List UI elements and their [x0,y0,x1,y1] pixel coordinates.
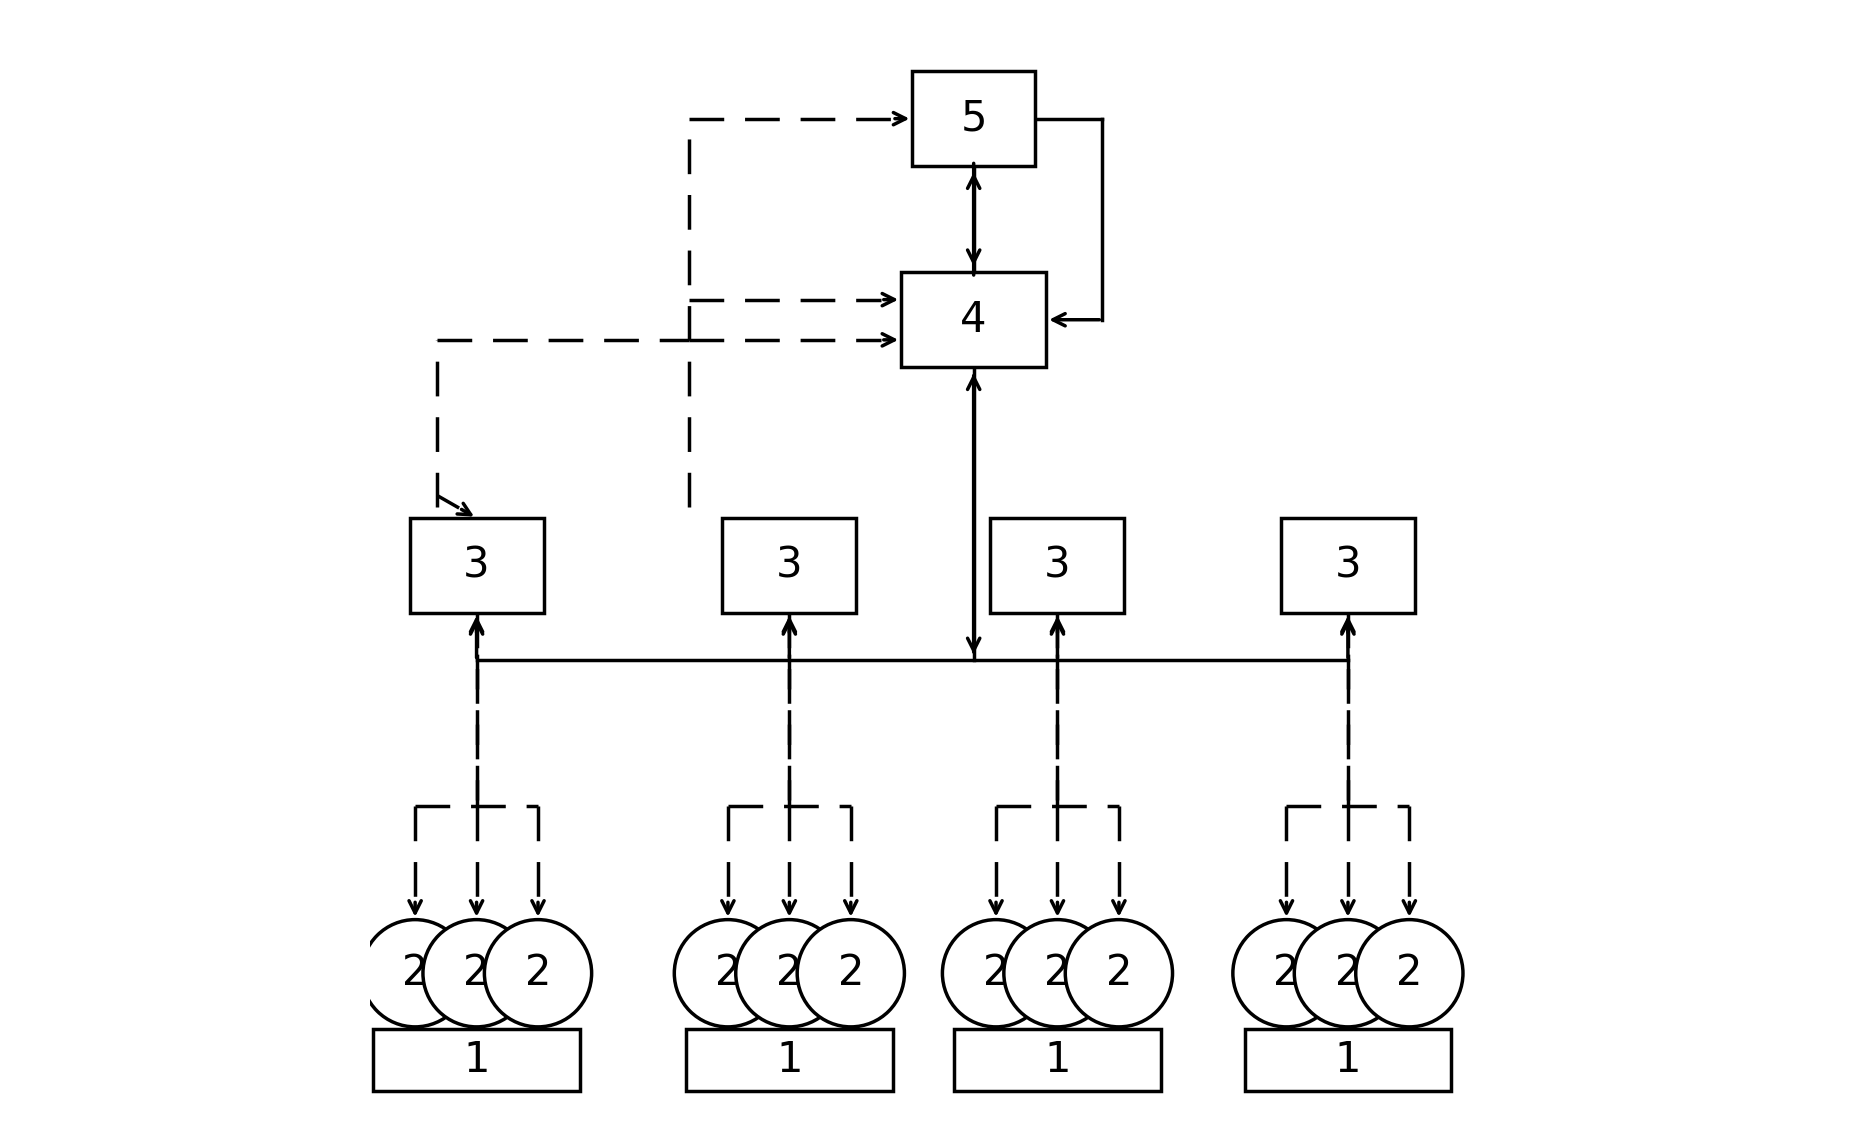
Text: 4: 4 [960,299,986,340]
Circle shape [797,920,904,1027]
Text: 1: 1 [776,1038,802,1081]
Text: 1: 1 [1333,1038,1361,1081]
Text: 2: 2 [1333,952,1361,994]
Bar [1244,1029,1450,1090]
Text: 2: 2 [1395,952,1422,994]
Circle shape [485,920,591,1027]
Circle shape [941,920,1049,1027]
Text: 2: 2 [776,952,802,994]
Text: 2: 2 [401,952,429,994]
Circle shape [674,920,782,1027]
Circle shape [1003,920,1110,1027]
Text: 3: 3 [776,544,802,587]
Text: 2: 2 [715,952,741,994]
Text: 2: 2 [524,952,552,994]
Circle shape [1356,920,1461,1027]
Text: 2: 2 [1044,952,1070,994]
Text: 1: 1 [1044,1038,1070,1081]
Text: 5: 5 [960,97,986,139]
Text: 2: 2 [1105,952,1131,994]
Text: 3: 3 [462,544,490,587]
Circle shape [1294,920,1400,1027]
Text: 3: 3 [1333,544,1361,587]
Text: 1: 1 [462,1038,490,1081]
Circle shape [362,920,468,1027]
Bar [1279,518,1415,613]
Bar [990,518,1123,613]
Bar [373,1029,579,1090]
Circle shape [423,920,529,1027]
Circle shape [1233,920,1339,1027]
Text: 2: 2 [982,952,1008,994]
Bar [409,518,544,613]
Bar [722,518,856,613]
Bar [685,1029,891,1090]
Bar [912,71,1034,166]
Circle shape [735,920,843,1027]
Bar [954,1029,1161,1090]
Bar [901,273,1045,368]
Text: 2: 2 [838,952,864,994]
Text: 3: 3 [1044,544,1070,587]
Text: 2: 2 [462,952,490,994]
Circle shape [1064,920,1172,1027]
Text: 2: 2 [1272,952,1298,994]
